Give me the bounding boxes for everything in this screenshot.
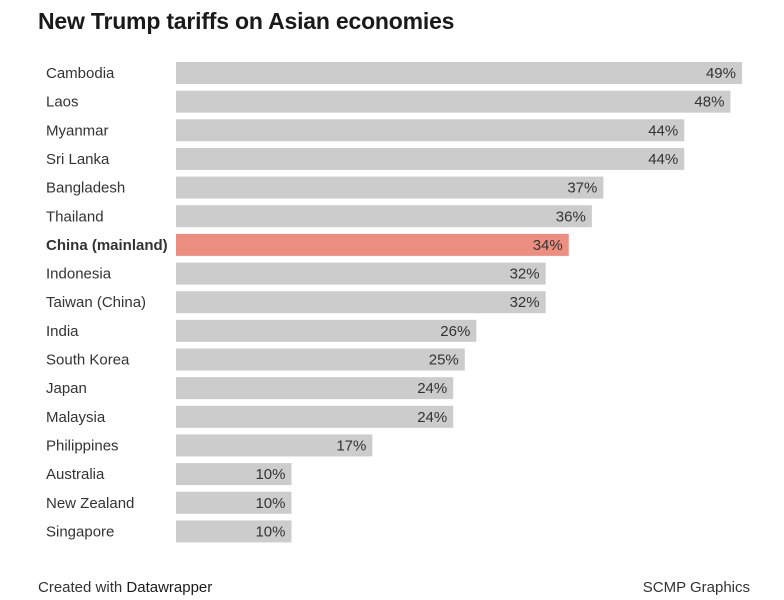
value-label-australia: 10%: [255, 466, 285, 483]
value-label-singapore: 10%: [255, 523, 285, 540]
category-label-india: India: [46, 323, 79, 340]
category-label-thailand: Thailand: [46, 208, 104, 225]
bar-myanmar: [176, 119, 685, 142]
value-label-indonesia: 32%: [510, 266, 540, 283]
bar-thailand: [176, 205, 592, 228]
category-label-laos: Laos: [46, 94, 79, 111]
bar-bangladesh: [176, 176, 604, 199]
value-label-philippines: 17%: [336, 437, 366, 454]
category-label-malaysia: Malaysia: [46, 409, 106, 426]
bar-chart: Cambodia 49% Laos 48% Myanmar 44% Sri Lanka 44%…: [46, 62, 742, 543]
bar-indonesia: [176, 262, 546, 285]
value-label-myanmar: 44%: [648, 122, 678, 139]
value-label-malaysia: 24%: [417, 409, 447, 426]
bar-singapore: [176, 520, 292, 543]
category-label-bangladesh: Bangladesh: [46, 180, 125, 197]
bar-malaysia: [176, 405, 454, 428]
bar-south-korea: [176, 348, 465, 371]
category-label-south-korea: South Korea: [46, 352, 130, 369]
category-label-singapore: Singapore: [46, 523, 114, 540]
footer-credit-prefix: Created with: [38, 579, 123, 596]
value-label-thailand: 36%: [556, 208, 586, 225]
bar-australia: [176, 463, 292, 486]
value-label-japan: 24%: [417, 380, 447, 397]
category-label-sri-lanka: Sri Lanka: [46, 151, 110, 168]
value-label-bangladesh: 37%: [567, 180, 597, 197]
bar-new-zealand: [176, 491, 292, 514]
value-label-taiwan-china: 32%: [510, 294, 540, 311]
bar-china-mainland: [176, 233, 569, 256]
value-label-sri-lanka: 44%: [648, 151, 678, 168]
category-label-indonesia: Indonesia: [46, 266, 112, 283]
category-label-china-mainland: China (mainland): [46, 237, 168, 254]
datawrapper-link[interactable]: Datawrapper: [126, 579, 213, 596]
bar-philippines: [176, 434, 373, 457]
category-label-myanmar: Myanmar: [46, 122, 109, 139]
category-label-taiwan-china: Taiwan (China): [46, 294, 146, 311]
bar-sri-lanka: [176, 147, 685, 170]
footer-source: SCMP Graphics: [642, 579, 750, 596]
bar-taiwan-china: [176, 291, 546, 314]
bar-cambodia: [176, 62, 742, 84]
value-label-new-zealand: 10%: [255, 495, 285, 512]
category-label-cambodia: Cambodia: [46, 65, 115, 82]
category-label-japan: Japan: [46, 380, 87, 397]
value-label-laos: 48%: [694, 94, 724, 111]
category-label-philippines: Philippines: [46, 437, 119, 454]
category-label-new-zealand: New Zealand: [46, 495, 134, 512]
value-label-cambodia: 49%: [706, 65, 736, 82]
footer-credit: Created with Datawrapper: [38, 579, 212, 596]
bar-india: [176, 319, 477, 342]
value-label-china-mainland: 34%: [533, 237, 563, 254]
value-label-south-korea: 25%: [429, 352, 459, 369]
bar-laos: [176, 90, 731, 113]
category-label-australia: Australia: [46, 466, 105, 483]
value-label-india: 26%: [440, 323, 470, 340]
bar-japan: [176, 377, 454, 400]
chart-title: New Trump tariffs on Asian economies: [38, 8, 455, 34]
